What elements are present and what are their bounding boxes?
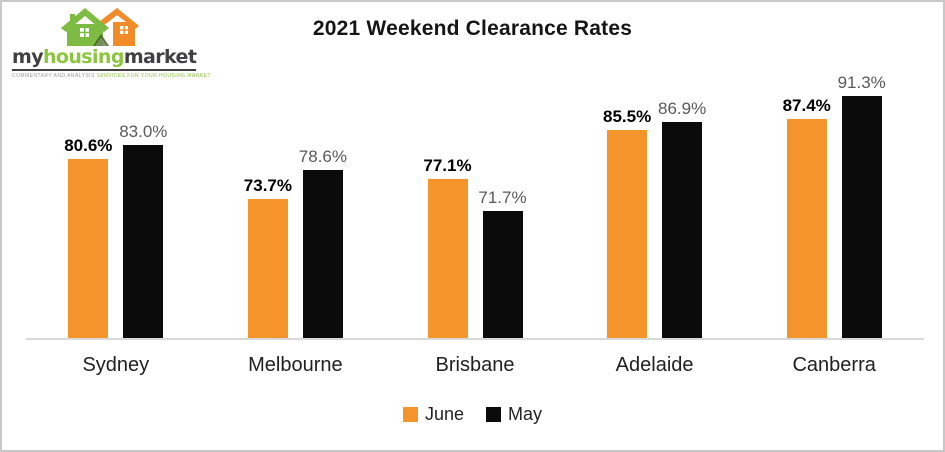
legend-swatch-june [402, 407, 418, 422]
legend-item-june: June [402, 404, 465, 425]
logo-wordmark: myhousingmarket [12, 46, 197, 71]
legend: June May [2, 404, 943, 425]
value-label-june-sydney: 80.6% [64, 135, 113, 155]
legend-item-may: May [486, 404, 542, 425]
bar-june-melbourne [247, 199, 288, 338]
logo-word-market: market [123, 46, 197, 68]
category-label-melbourne: Melbourne [248, 354, 343, 376]
bar-june-sydney [68, 158, 109, 338]
bar-june-adelaide [607, 129, 648, 338]
value-label-june-canberra: 87.4% [782, 95, 831, 115]
value-label-may-melbourne: 78.6% [298, 147, 347, 167]
category-label-sydney: Sydney [82, 354, 150, 376]
bar-june-brisbane [427, 179, 468, 338]
legend-label-june: June [424, 404, 465, 424]
value-label-may-adelaide: 86.9% [657, 98, 707, 118]
logo-tagline: COMMENTARY AND ANALYSIS SERVICES FOR YOU… [12, 72, 211, 79]
category-label-brisbane: Brisbane [435, 354, 515, 376]
logo-word-housing: housing [42, 46, 124, 68]
bar-may-brisbane [482, 210, 523, 338]
value-label-june-brisbane: 77.1% [423, 156, 472, 176]
value-label-may-canberra: 91.3% [837, 72, 886, 92]
bar-may-melbourne [302, 170, 343, 338]
bar-may-canberra [841, 95, 882, 338]
category-label-adelaide: Adelaide [615, 354, 694, 376]
bar-may-sydney [123, 144, 164, 338]
category-label-canberra: Canberra [792, 354, 876, 376]
houses-icon [61, 8, 139, 46]
legend-swatch-may [486, 407, 502, 422]
x-axis-line [26, 338, 924, 340]
legend-label-may: May [508, 404, 543, 424]
logo-word-my: my [12, 46, 44, 68]
myhousingmarket-logo: myhousingmarket COMMENTARY AND ANALYSIS … [12, 6, 211, 79]
value-label-june-melbourne: 73.7% [243, 176, 292, 196]
value-label-june-adelaide: 85.5% [602, 106, 652, 126]
bar-june-canberra [786, 118, 827, 338]
value-label-may-brisbane: 71.7% [478, 187, 527, 207]
value-label-may-sydney: 83.0% [119, 121, 168, 141]
bar-may-adelaide [662, 121, 703, 338]
chart-title: 2021 Weekend Clearance Rates [312, 17, 633, 40]
